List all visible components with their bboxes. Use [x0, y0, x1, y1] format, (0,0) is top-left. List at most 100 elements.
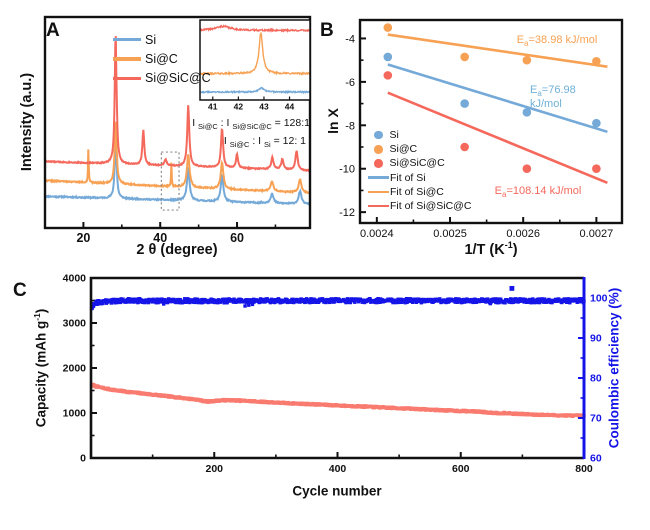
svg-text:600: 600	[452, 463, 470, 475]
panel-c-right-y-axis-label: Coulombic efficiency (%)	[606, 287, 622, 449]
fit-si-at-c-line-swatch	[368, 190, 389, 194]
si-at-sic-at-c-line-swatch	[113, 76, 141, 81]
svg-text:4000: 4000	[63, 273, 87, 285]
si-at-c-line-swatch	[113, 57, 141, 61]
svg-text:1000: 1000	[63, 408, 87, 420]
legend-label-si-at-sic-at-c: Si@SiC@C	[145, 71, 211, 86]
activation-energy-si: Ea=76.98 kJ/mol	[530, 83, 576, 111]
panel-a-frame	[43, 15, 312, 230]
legend-label: Fit of Si	[390, 171, 426, 184]
svg-text:-4: -4	[345, 33, 355, 45]
legend-item-fit-si-at-sic-at-c: Fit of Si@SiC@C	[368, 199, 471, 213]
svg-text:0.0027: 0.0027	[580, 228, 614, 240]
legend-item-si-at-c: Si@C	[113, 49, 211, 68]
xrd-curves	[45, 36, 310, 207]
panel-a-y-axis-label: Intensity (a.u.)	[19, 72, 35, 172]
legend-item-si-points: Si	[368, 128, 471, 142]
scatter-Si@SiC@C	[383, 71, 601, 174]
inset-curve-Si@SiC@C	[200, 24, 310, 34]
panel-a-label: A	[46, 20, 60, 41]
panel-b-label: B	[320, 20, 334, 41]
svg-text:80: 80	[590, 373, 602, 385]
efficiency-series	[89, 286, 586, 311]
intensity-ratio-annotation-2: I Si@C : I Si = 12: 1	[223, 135, 306, 150]
legend-label: Si@C	[389, 143, 418, 156]
svg-text:-6: -6	[345, 77, 355, 89]
xrd-curve-Si@SiC@C	[45, 36, 310, 173]
legend-item-si: Si	[113, 30, 211, 49]
panel-b-legend: Si Si@C Si@SiC@C Fit of Si Fit of Si@C F…	[368, 128, 471, 213]
legend-item-fit-si-at-c: Fit of Si@C	[368, 185, 471, 199]
efficiency-dip-point	[162, 302, 166, 306]
legend-label-si-at-c: Si@C	[145, 52, 178, 67]
panel-b-frame	[358, 18, 624, 225]
efficiency-outlier-point	[509, 286, 515, 291]
panel-c-left-y-axis-label: Capacity (mAh g-1)	[31, 308, 49, 428]
xrd-curve-Si	[45, 140, 310, 207]
svg-text:43: 43	[259, 102, 269, 112]
panel-b-x-axis-label: 1/T (K-1)	[464, 240, 518, 258]
svg-text:-8: -8	[345, 120, 355, 132]
efficiency-dip-point	[247, 303, 251, 307]
si-line-swatch	[113, 38, 141, 42]
panel-a-legend: Si Si@C Si@SiC@C	[113, 30, 211, 88]
svg-text:60: 60	[230, 231, 244, 245]
fit-line-Si@SiC@C	[387, 91, 608, 185]
efficiency-dip-point	[488, 301, 493, 306]
legend-label: Fit of Si@C	[390, 185, 444, 198]
legend-item-fit-si: Fit of Si	[368, 171, 471, 185]
panel-a-x-axis-label: 2 θ (degree)	[136, 242, 218, 258]
activation-energy-si-at-c: Ea=38.98 kJ/mol	[516, 33, 598, 49]
si-at-sic-at-c-dot-swatch	[374, 159, 383, 168]
scatter-Si	[383, 52, 601, 128]
panel-c-x-axis-label: Cycle number	[292, 483, 382, 499]
scatter-Si@C	[383, 23, 601, 66]
fit-si-at-sic-at-c-line-swatch	[368, 204, 389, 208]
svg-text:41: 41	[208, 102, 218, 112]
svg-text:3000: 3000	[63, 318, 87, 330]
panel-c-plot: 200 400 600 800 0 1000 2000 3000 4000 60 70 80 90 100	[63, 273, 608, 476]
svg-text:40: 40	[153, 231, 167, 245]
panel-b-plot: 0.0024 0.0025 0.0026 0.0027 -4 -6 -8 -10 -12	[339, 18, 624, 240]
svg-text:100: 100	[590, 293, 608, 305]
svg-text:60: 60	[590, 453, 602, 465]
efficiency-dip-point	[243, 304, 247, 308]
svg-text:200: 200	[205, 463, 223, 475]
panel-c-frame	[89, 276, 584, 460]
panel-c-label: C	[13, 280, 27, 301]
svg-text:0.0026: 0.0026	[506, 228, 540, 240]
legend-label: Fit of Si@SiC@C	[390, 200, 472, 213]
svg-text:400: 400	[329, 463, 347, 475]
fit-line-Si@C	[387, 33, 608, 68]
panel-a-plot: 20 40 60 41 42 43 44	[43, 15, 312, 245]
legend-label: Si	[389, 129, 399, 142]
si-at-c-dot-swatch	[374, 145, 383, 154]
svg-text:20: 20	[76, 231, 90, 245]
legend-item-si-at-sic-at-c-points: Si@SiC@C	[368, 156, 471, 170]
fit-line-Si	[387, 63, 608, 134]
svg-text:2000: 2000	[63, 363, 87, 375]
inset-curve-Si	[200, 86, 310, 95]
activation-energy-si-at-sic-at-c: Ea=108.14 kJ/mol	[494, 184, 582, 200]
capacity-series	[89, 382, 586, 418]
svg-text:0: 0	[80, 453, 86, 465]
panel-b-y-axis-label: ln X	[325, 108, 341, 134]
efficiency-dip-point	[250, 302, 255, 307]
svg-text:70: 70	[590, 413, 602, 425]
panel-a-inset: 41 42 43 44	[199, 19, 311, 112]
legend-label-si: Si	[145, 32, 157, 47]
si-dot-swatch	[374, 130, 383, 140]
legend-label: Si@SiC@C	[389, 157, 445, 170]
svg-text:44: 44	[285, 102, 295, 112]
inset-curve-Si@C	[200, 31, 310, 77]
legend-item-si-at-c-points: Si@C	[368, 142, 471, 156]
svg-text:0.0025: 0.0025	[433, 228, 467, 240]
svg-text:800: 800	[575, 463, 593, 475]
svg-text:42: 42	[234, 102, 244, 112]
svg-text:-10: -10	[339, 164, 355, 176]
highlight-box	[160, 151, 180, 211]
svg-text:90: 90	[590, 333, 602, 345]
svg-text:-12: -12	[339, 207, 355, 219]
